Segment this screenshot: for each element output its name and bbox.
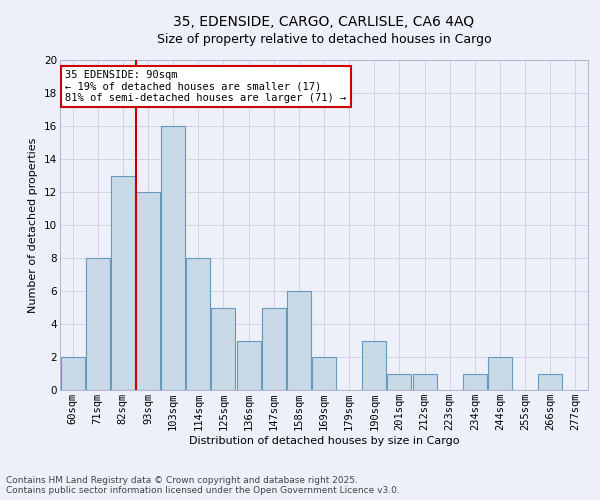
Bar [136, 192, 160, 390]
Bar [211, 308, 235, 390]
Bar [538, 374, 562, 390]
Bar [262, 308, 286, 390]
Bar [187, 258, 210, 390]
Bar [161, 126, 185, 390]
Bar [236, 340, 260, 390]
Bar [312, 357, 336, 390]
Bar [287, 291, 311, 390]
Bar [413, 374, 437, 390]
Bar [111, 176, 135, 390]
Bar [463, 374, 487, 390]
Text: Contains HM Land Registry data © Crown copyright and database right 2025.
Contai: Contains HM Land Registry data © Crown c… [6, 476, 400, 495]
Bar [86, 258, 110, 390]
Bar [61, 357, 85, 390]
Text: 35, EDENSIDE, CARGO, CARLISLE, CA6 4AQ: 35, EDENSIDE, CARGO, CARLISLE, CA6 4AQ [173, 15, 475, 29]
Bar [362, 340, 386, 390]
Bar [488, 357, 512, 390]
X-axis label: Distribution of detached houses by size in Cargo: Distribution of detached houses by size … [189, 436, 459, 446]
Text: Size of property relative to detached houses in Cargo: Size of property relative to detached ho… [157, 32, 491, 46]
Text: 35 EDENSIDE: 90sqm
← 19% of detached houses are smaller (17)
81% of semi-detache: 35 EDENSIDE: 90sqm ← 19% of detached hou… [65, 70, 347, 103]
Bar [388, 374, 412, 390]
Y-axis label: Number of detached properties: Number of detached properties [28, 138, 38, 312]
